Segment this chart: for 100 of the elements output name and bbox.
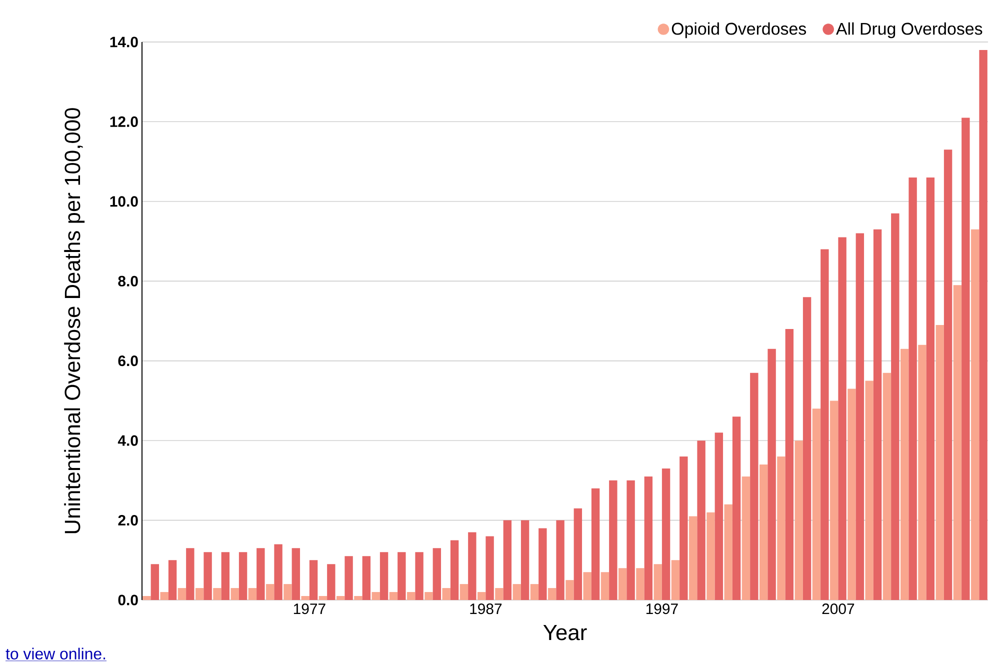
bar xyxy=(512,584,521,600)
bar xyxy=(688,516,698,600)
bar xyxy=(230,588,239,600)
bar xyxy=(750,372,758,600)
y-tick-label: 12.0 xyxy=(110,116,138,127)
bar xyxy=(486,536,494,600)
bar xyxy=(574,508,582,600)
bar xyxy=(530,584,539,600)
bar xyxy=(213,588,222,600)
bar xyxy=(248,588,257,600)
bar xyxy=(759,464,768,600)
bar xyxy=(274,544,282,600)
bar xyxy=(178,588,186,600)
bar xyxy=(732,416,741,600)
bar xyxy=(284,584,292,600)
bar xyxy=(495,588,504,600)
bar xyxy=(406,592,416,600)
bar xyxy=(256,548,265,600)
bar xyxy=(583,572,592,600)
bar xyxy=(292,548,300,600)
bar xyxy=(450,540,459,600)
bar xyxy=(389,592,398,600)
bar xyxy=(662,468,670,600)
bar xyxy=(697,440,706,600)
bar xyxy=(706,512,715,600)
y-tick-label: 8.0 xyxy=(118,276,138,286)
bar xyxy=(944,150,952,600)
bar xyxy=(636,568,644,600)
y-tick-label: 6.0 xyxy=(118,356,138,366)
bar xyxy=(848,388,856,600)
bar xyxy=(600,572,610,600)
bar xyxy=(900,348,909,600)
bar xyxy=(566,580,574,600)
bar xyxy=(936,324,944,600)
bar xyxy=(742,476,750,600)
bar xyxy=(618,568,627,600)
bar xyxy=(168,560,177,600)
bar xyxy=(327,564,336,600)
bar xyxy=(970,229,980,600)
bar xyxy=(794,440,803,600)
bar xyxy=(344,556,353,600)
bar xyxy=(503,520,512,600)
bar xyxy=(204,552,212,600)
bar xyxy=(309,560,318,600)
bar xyxy=(442,588,450,600)
bar xyxy=(591,488,600,600)
bar xyxy=(680,456,688,600)
bar xyxy=(460,584,468,600)
bar xyxy=(142,596,151,600)
bar xyxy=(830,400,838,600)
bar xyxy=(538,528,547,600)
y-tick-label: 14.0 xyxy=(110,36,138,48)
bar xyxy=(838,237,846,600)
bar xyxy=(654,564,662,600)
bar xyxy=(362,556,371,600)
bar xyxy=(626,480,635,600)
bar xyxy=(812,408,821,600)
bar xyxy=(221,552,230,600)
bar xyxy=(785,328,794,600)
bar xyxy=(372,592,380,600)
x-axis-title: Year xyxy=(543,624,587,640)
x-tick-label: 1977 xyxy=(294,604,326,614)
bar xyxy=(644,476,653,600)
bar xyxy=(962,118,970,600)
y-tick-label: 2.0 xyxy=(118,514,138,526)
bar xyxy=(415,552,424,600)
bar xyxy=(820,249,829,600)
bar xyxy=(908,178,917,600)
bar xyxy=(556,520,564,600)
bar xyxy=(873,229,882,600)
bar xyxy=(891,213,900,600)
bar xyxy=(953,285,962,600)
y-tick-label: 4.0 xyxy=(118,435,138,446)
bar xyxy=(714,432,724,600)
bar xyxy=(926,178,935,600)
bar xyxy=(768,348,776,600)
bar xyxy=(477,592,486,600)
bar xyxy=(150,564,160,600)
bar xyxy=(301,596,310,600)
bar xyxy=(160,592,168,600)
bar xyxy=(186,548,194,600)
bar xyxy=(777,456,786,600)
y-axis-title: Unintentional Overdose Deaths per 100,000 xyxy=(64,108,85,534)
bar xyxy=(671,560,680,600)
y-tick-label: 0.0 xyxy=(118,594,138,606)
bar xyxy=(882,372,892,600)
bar xyxy=(195,588,204,600)
bar xyxy=(918,344,926,600)
bar xyxy=(802,297,812,600)
bar xyxy=(424,592,433,600)
bar xyxy=(398,552,406,600)
bar xyxy=(238,552,248,600)
x-tick-label: 1997 xyxy=(646,604,678,614)
bar xyxy=(468,532,476,600)
y-tick-label: 10.0 xyxy=(110,196,138,207)
bar xyxy=(266,584,274,600)
bar xyxy=(380,552,388,600)
bar xyxy=(432,548,442,600)
legend-label: Opioid Overdoses xyxy=(672,22,806,38)
bar xyxy=(609,480,618,600)
